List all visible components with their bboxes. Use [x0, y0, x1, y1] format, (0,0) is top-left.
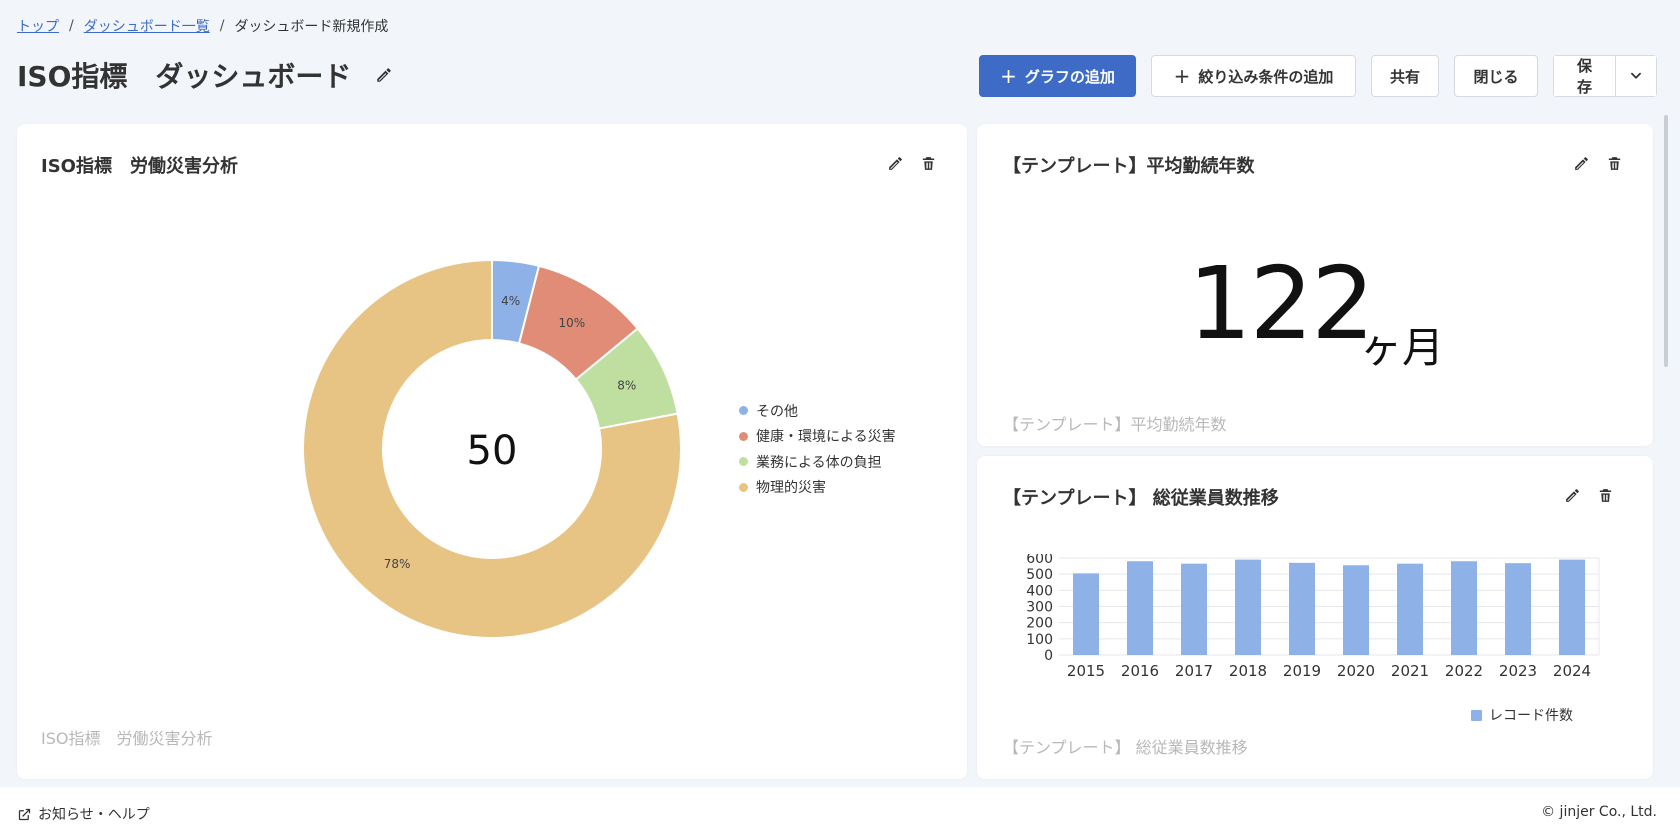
average-tenure-card: 【テンプレート】平均勤続年数 122 ヶ月 【テンプレート】平均勤続年数 [977, 124, 1653, 446]
y-tick-label: 300 [1026, 600, 1053, 616]
pencil-icon[interactable] [1563, 486, 1582, 505]
tenure-unit: ヶ月 [1360, 323, 1445, 372]
pencil-icon[interactable] [1572, 154, 1591, 173]
donut-center-value: 50 [467, 428, 518, 474]
breadcrumb-separator: / [69, 18, 74, 34]
bar[interactable] [1235, 559, 1261, 655]
bar[interactable] [1181, 563, 1207, 655]
legend-label: その他 [756, 403, 798, 420]
bar[interactable] [1289, 562, 1315, 655]
help-link[interactable]: お知らせ・ヘルプ [17, 804, 150, 824]
bar[interactable] [1559, 559, 1585, 655]
accident-analysis-card: ISO指標 労働災害分析 4% 10% 8% 78% 50 その他健康・環境による災害業… [17, 124, 967, 779]
legend-item[interactable]: 業務による体の負担 [739, 449, 896, 475]
legend-item[interactable]: その他 [739, 398, 896, 424]
plus-icon: + [1173, 64, 1191, 88]
close-button[interactable]: 閉じる [1454, 55, 1538, 97]
chevron-down-icon [1631, 72, 1641, 79]
copyright: © jinjer Co., Ltd. [1541, 804, 1657, 820]
x-tick-label: 2021 [1391, 662, 1429, 680]
card-title: 【テンプレート】平均勤続年数 [1003, 156, 1255, 177]
legend-swatch [739, 406, 748, 416]
trash-icon[interactable] [1605, 154, 1624, 173]
footer [0, 787, 1680, 826]
donut-slice[interactable] [302, 258, 682, 639]
x-tick-label: 2016 [1121, 662, 1159, 680]
legend-swatch [739, 431, 748, 441]
x-tick-label: 2019 [1283, 662, 1321, 680]
trash-icon[interactable] [919, 154, 938, 173]
breadcrumb-link-top[interactable]: トップ [17, 19, 59, 35]
slice-label: 10% [559, 316, 586, 330]
plus-icon: + [1000, 64, 1017, 88]
donut-chart: 4% 10% 8% 78% 50 [302, 258, 682, 639]
card-footer: ISO指標 労働災害分析 [41, 729, 213, 748]
card-title: 【テンプレート】 総従業員数推移 [1003, 488, 1279, 509]
add-chart-label: グラフの追加 [1024, 67, 1115, 86]
title-pencil-icon[interactable] [373, 64, 395, 86]
card-footer: 【テンプレート】 総従業員数推移 [1003, 738, 1248, 757]
legend-swatch [1471, 710, 1482, 721]
legend-item[interactable]: 物理的災害 [739, 475, 896, 501]
card-actions [1563, 486, 1615, 505]
y-tick-label: 0 [1044, 648, 1053, 664]
card-footer: 【テンプレート】平均勤続年数 [1003, 415, 1227, 434]
add-chart-button[interactable]: + グラフの追加 [979, 55, 1136, 97]
legend-swatch [739, 482, 748, 492]
bar[interactable] [1451, 561, 1477, 655]
bar[interactable] [1505, 563, 1531, 655]
bar[interactable] [1397, 563, 1423, 655]
donut-legend: その他健康・環境による災害 業務による体の負担 物理的災害 [739, 398, 896, 500]
add-filter-label: 絞り込み条件の追加 [1198, 67, 1334, 86]
tenure-value: 122 [1188, 245, 1375, 362]
share-button[interactable]: 共有 [1371, 55, 1439, 97]
breadcrumb-separator: / [219, 18, 225, 34]
x-tick-label: 2018 [1229, 662, 1267, 680]
card-actions [1572, 154, 1624, 173]
y-tick-label: 600 [1026, 554, 1053, 567]
pencil-icon[interactable] [886, 154, 905, 173]
trash-icon[interactable] [1596, 486, 1615, 505]
page-title: ISO指標 ダッシュボード [17, 60, 352, 93]
y-tick-label: 100 [1026, 632, 1053, 648]
help-link-label: お知らせ・ヘルプ [38, 807, 150, 823]
legend-label: レコード件数 [1489, 708, 1573, 724]
legend-label: 健康・環境による災害 [756, 429, 896, 446]
y-tick-label: 400 [1026, 583, 1053, 599]
toolbar: + グラフの追加 + 絞り込み条件の追加 共有 閉じる 保存 [979, 55, 1657, 97]
title-row: ISO指標 ダッシュボード [17, 55, 395, 95]
breadcrumb-link-dashboard-list[interactable]: ダッシュボード一覧 [83, 19, 210, 35]
headcount-trend-card: 【テンプレート】 総従業員数推移 0 100 200 300 400 500 600 2015… [977, 456, 1653, 779]
legend-label: 業務による体の負担 [756, 454, 882, 471]
save-button[interactable]: 保存 [1554, 56, 1616, 96]
bar[interactable] [1073, 573, 1099, 655]
breadcrumb-current: ダッシュボード新規作成 [234, 19, 389, 35]
x-tick-label: 2015 [1067, 662, 1105, 680]
slice-label: 4% [501, 294, 520, 308]
x-tick-label: 2022 [1445, 662, 1483, 680]
bar[interactable] [1127, 561, 1153, 655]
external-link-icon [18, 808, 31, 820]
scrollbar[interactable] [1664, 115, 1668, 367]
breadcrumb: トップ / ダッシュボード一覧 / ダッシュボード新規作成 [17, 16, 388, 36]
y-tick-label: 500 [1026, 567, 1053, 583]
x-tick-label: 2024 [1553, 662, 1591, 680]
legend-label: 物理的災害 [756, 480, 826, 497]
card-title: ISO指標 労働災害分析 [41, 156, 238, 177]
slice-label: 78% [384, 557, 411, 571]
legend-swatch [739, 457, 748, 467]
slice-label: 8% [617, 379, 636, 393]
y-tick-label: 200 [1026, 616, 1053, 632]
x-tick-label: 2020 [1337, 662, 1375, 680]
card-actions [886, 154, 938, 173]
add-filter-button[interactable]: + 絞り込み条件の追加 [1151, 55, 1356, 97]
x-tick-label: 2023 [1499, 662, 1537, 680]
save-dropdown-button[interactable] [1616, 56, 1656, 96]
x-tick-label: 2017 [1175, 662, 1213, 680]
bar[interactable] [1343, 565, 1369, 655]
save-button-group: 保存 [1553, 55, 1657, 97]
legend-item[interactable]: 健康・環境による災害 [739, 424, 896, 450]
